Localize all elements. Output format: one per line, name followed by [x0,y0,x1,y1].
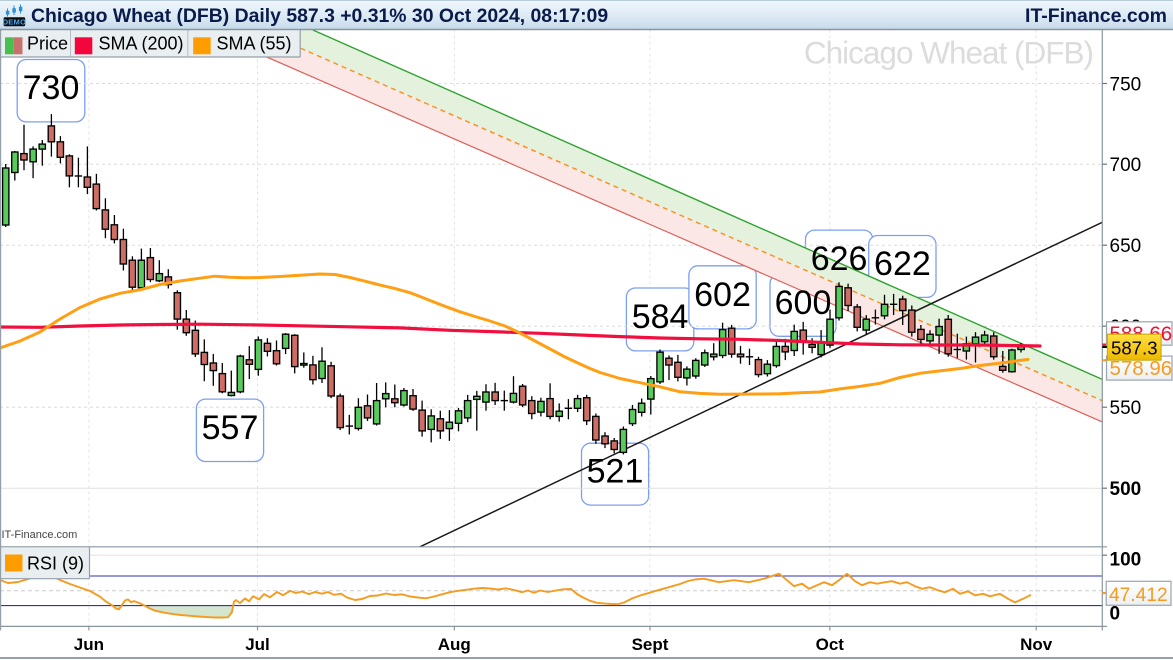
svg-text:Chicago Wheat (DFB): Chicago Wheat (DFB) [804,35,1093,71]
svg-text:47.412: 47.412 [1109,585,1168,606]
svg-text:Chicago Wheat (DFB) Daily 587.: Chicago Wheat (DFB) Daily 587.3 +0.31% 3… [31,5,608,27]
svg-text:SMA (55): SMA (55) [217,34,292,54]
svg-text:730: 730 [23,69,80,107]
svg-text:Aug: Aug [438,635,471,654]
svg-text:584: 584 [632,298,689,336]
svg-text:578.96: 578.96 [1110,357,1173,380]
svg-text:550: 550 [1110,398,1142,419]
svg-text:750: 750 [1110,75,1142,96]
svg-text:600: 600 [775,284,832,322]
svg-text:Jun: Jun [74,635,104,654]
svg-text:RSI (9): RSI (9) [27,554,84,574]
svg-text:100: 100 [1110,550,1142,571]
svg-text:IT-Finance.com: IT-Finance.com [2,529,78,541]
svg-text:700: 700 [1110,155,1142,176]
svg-text:IT-Finance.com: IT-Finance.com [1025,5,1167,27]
svg-text:Nov: Nov [1020,635,1053,654]
svg-text:602: 602 [694,276,751,314]
svg-text:557: 557 [202,409,259,447]
svg-text:Jul: Jul [245,635,270,654]
svg-text:622: 622 [874,245,931,283]
svg-text:Price: Price [27,34,68,54]
svg-text:Oct: Oct [816,635,845,654]
svg-text:521: 521 [587,453,644,491]
svg-text:587.3: 587.3 [1111,337,1158,358]
svg-text:626: 626 [811,240,868,278]
svg-text:Sept: Sept [632,635,669,654]
svg-text:SMA (200): SMA (200) [99,34,184,54]
svg-text:0: 0 [1110,604,1121,625]
svg-text:DEMO: DEMO [3,17,27,26]
svg-text:500: 500 [1110,479,1142,500]
svg-text:650: 650 [1110,236,1142,257]
